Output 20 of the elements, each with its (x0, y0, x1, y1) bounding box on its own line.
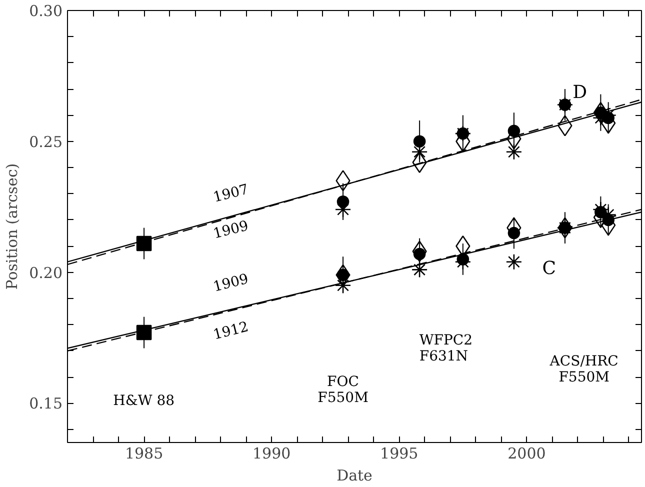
y-tick-label: 0.25 (29, 132, 63, 151)
y-tick-label: 0.20 (29, 264, 63, 282)
annotation: 1909 (212, 218, 250, 242)
x-tick-label: 2000 (508, 444, 546, 462)
y-axis-title: Position (arcsec) (3, 163, 22, 290)
annotation: 1909 (212, 271, 250, 296)
annotation: 1912 (212, 319, 250, 344)
annotation: H&W 88 (113, 392, 175, 409)
annotation: ACS/HRC F550M (548, 354, 618, 386)
annotation: 1907 (212, 182, 250, 206)
x-axis-title: Date (336, 466, 373, 484)
annotation: D (572, 82, 588, 104)
y-tick-label: 0.15 (29, 394, 63, 413)
annotation: FOC F550M (318, 374, 368, 406)
annotation: C (542, 258, 556, 279)
x-tick-label: 1995 (380, 444, 418, 462)
annotation: WFPC2 F631N (419, 332, 473, 364)
x-tick-label: 1990 (252, 444, 291, 462)
y-tick-label: 0.30 (29, 2, 63, 20)
x-tick-label: 1985 (124, 444, 164, 462)
